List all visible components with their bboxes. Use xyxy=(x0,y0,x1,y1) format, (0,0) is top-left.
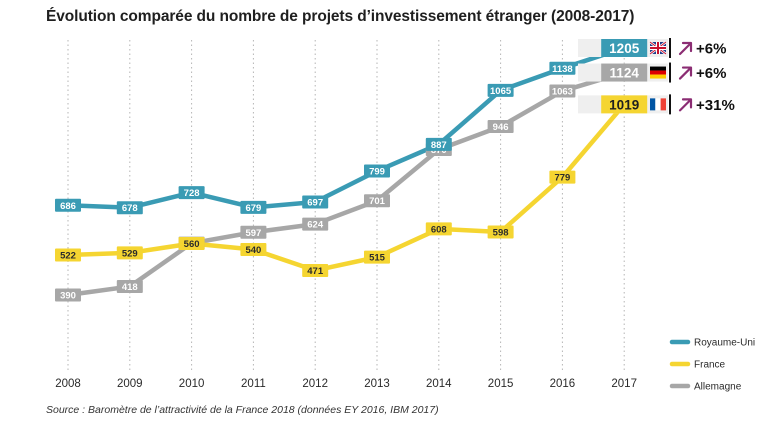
x-tick-label: 2017 xyxy=(611,378,637,390)
data-label: 608 xyxy=(431,224,447,235)
end-label-box xyxy=(601,63,648,82)
data-label-box xyxy=(55,288,81,302)
data-label: 560 xyxy=(184,239,200,250)
up-right-arrow-icon xyxy=(678,98,693,112)
data-label-box xyxy=(302,217,329,231)
series-line xyxy=(65,70,627,298)
data-label-box xyxy=(487,119,514,133)
data-label-box xyxy=(549,170,576,184)
x-tick-label: 2010 xyxy=(179,378,205,390)
legend-label: Royaume-Uni xyxy=(694,338,755,349)
germany-flag-icon xyxy=(650,66,666,79)
data-label: 887 xyxy=(431,140,447,151)
data-label-box xyxy=(178,186,205,200)
data-label: 946 xyxy=(493,122,509,133)
series-lines xyxy=(65,45,627,298)
data-label: 471 xyxy=(307,266,324,277)
end-label-box xyxy=(601,95,648,114)
legend-label: France xyxy=(694,360,726,371)
data-label: 624 xyxy=(307,220,324,231)
data-label: 515 xyxy=(369,253,386,264)
data-label: 1065 xyxy=(490,86,512,97)
x-tick-label: 2009 xyxy=(117,378,143,390)
data-label-box xyxy=(178,236,205,250)
data-label-box xyxy=(425,137,452,151)
x-tick-label: 2014 xyxy=(426,378,452,390)
gridlines xyxy=(67,40,625,370)
data-label: 678 xyxy=(122,203,138,214)
change-label: +31% xyxy=(696,97,735,114)
legend: Royaume-Uni France Allemagne xyxy=(669,338,755,393)
data-label: 529 xyxy=(122,248,138,259)
data-label-box xyxy=(116,201,143,215)
data-label-box xyxy=(240,200,267,214)
data-label-box xyxy=(116,280,143,294)
data-label-box xyxy=(364,164,390,178)
end-label-value: 1019 xyxy=(609,97,639,112)
data-label: 598 xyxy=(493,227,509,238)
data-label: 697 xyxy=(307,197,323,208)
data-label-box xyxy=(549,61,576,75)
x-tick-label: 2013 xyxy=(364,378,390,390)
data-label: 522 xyxy=(60,250,76,261)
data-label-box xyxy=(549,84,576,98)
chart-title: Évolution comparée du nombre de projets … xyxy=(46,8,635,25)
data-label: 728 xyxy=(184,188,200,199)
change-label: +6% xyxy=(696,41,726,58)
chart-source: Source : Baromètre de l’attractivité de … xyxy=(46,404,439,416)
x-tick-label: 2012 xyxy=(302,378,328,390)
end-label-box xyxy=(601,39,648,57)
uk-flag-icon xyxy=(649,40,667,56)
data-label-box xyxy=(364,250,390,264)
data-label: 701 xyxy=(369,196,386,207)
data-label-box xyxy=(116,246,143,260)
change-label: +6% xyxy=(696,65,726,82)
up-right-arrow-icon xyxy=(678,41,693,56)
data-label-box xyxy=(487,83,514,97)
data-label: 679 xyxy=(245,203,261,214)
data-label-box xyxy=(364,194,390,208)
x-tick-label: 2016 xyxy=(550,378,576,390)
x-tick-label: 2008 xyxy=(55,378,81,390)
data-label-box xyxy=(240,225,267,239)
data-label: 799 xyxy=(369,167,385,178)
data-label: 686 xyxy=(60,201,76,212)
up-right-arrow-icon xyxy=(678,66,693,80)
data-label-box xyxy=(302,195,329,209)
data-label: 597 xyxy=(245,228,261,239)
legend-label: Allemagne xyxy=(694,382,742,393)
data-label: 390 xyxy=(60,291,76,302)
data-label: 418 xyxy=(122,282,138,293)
data-label: 540 xyxy=(245,245,261,256)
data-label-box xyxy=(425,222,452,236)
data-label-box xyxy=(240,243,267,257)
data-label-box xyxy=(55,198,81,212)
end-labels: 1205 +6% 1019 +31% 1124 +6% xyxy=(578,38,735,115)
series-line xyxy=(65,102,627,273)
data-labels: 3904185615976247018709461063522529560540… xyxy=(55,61,576,302)
data-label-box xyxy=(55,248,81,262)
data-label: 779 xyxy=(554,173,570,184)
end-label-value: 1124 xyxy=(610,66,640,81)
end-label-value: 1205 xyxy=(609,41,640,56)
data-label: 1063 xyxy=(552,87,573,98)
x-tick-label: 2015 xyxy=(488,378,514,390)
data-label: 1138 xyxy=(552,64,573,75)
france-flag-icon xyxy=(650,98,666,111)
series-line xyxy=(65,45,627,210)
x-tick-label: 2011 xyxy=(241,378,266,390)
x-axis-ticks: 2008 2009 2010 2011 2012 2013 2014 2015 2016 2017 xyxy=(55,378,637,390)
data-label-box xyxy=(487,225,514,239)
data-label-box xyxy=(302,263,329,277)
